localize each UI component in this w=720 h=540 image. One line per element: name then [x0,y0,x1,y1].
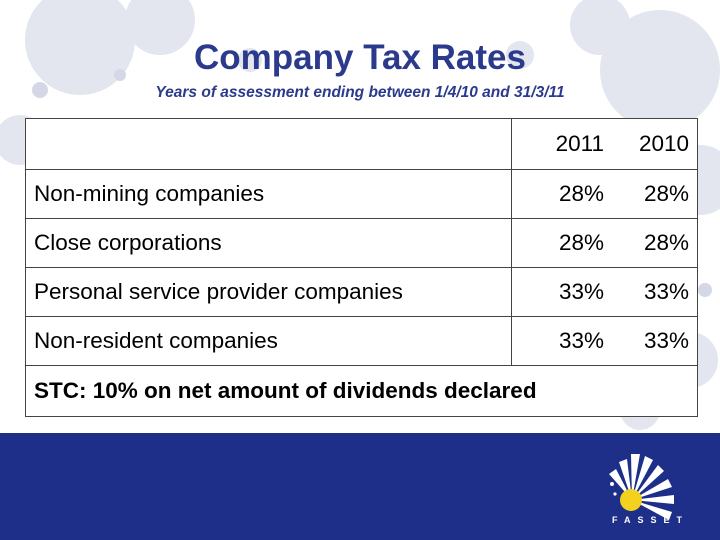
rate-2011: 28% [558,181,604,206]
row-rates: 33% 33% [510,316,699,366]
table-row: Close corporations 28% 28% [25,218,699,268]
row-label: Close corporations [25,218,512,268]
fasset-sunburst-icon [609,454,674,520]
rate-2010: 28% [643,230,689,255]
table-header-row: 2011 2010 [25,118,699,170]
year-header-2011: 2011 [555,131,604,156]
row-rates: 28% 28% [510,169,699,219]
rate-2011: 33% [558,279,604,304]
table-footer-row: STC: 10% on net amount of dividends decl… [25,365,698,417]
table-row: Non-mining companies 28% 28% [25,169,699,219]
rate-2011: 33% [558,328,604,353]
rate-2010: 33% [643,328,689,353]
year-header-2010: 2010 [638,131,689,156]
footer-band [0,433,720,540]
row-rates: 28% 28% [510,218,699,268]
logo-wordmark: FASSET [612,515,690,525]
rate-2011: 28% [558,230,604,255]
page-title: Company Tax Rates [194,38,526,77]
row-label: Non-resident companies [25,316,512,366]
row-label: Personal service provider companies [25,267,512,317]
page-subtitle: Years of assessment ending between 1/4/1… [155,84,565,101]
header-empty-cell [25,118,512,170]
table-row: Non-resident companies 33% 33% [25,316,699,366]
row-label: Non-mining companies [25,169,512,219]
table-row: Personal service provider companies 33% 3… [25,267,699,317]
stc-note: STC: 10% on net amount of dividends decl… [25,365,698,417]
row-rates: 33% 33% [510,267,699,317]
tax-rates-table: 2011 2010 Non-mining companies 28% 28% Clo… [25,118,699,417]
rate-2010: 28% [643,181,689,206]
rate-2010: 33% [643,279,689,304]
header-years-cell: 2011 2010 [510,118,699,170]
